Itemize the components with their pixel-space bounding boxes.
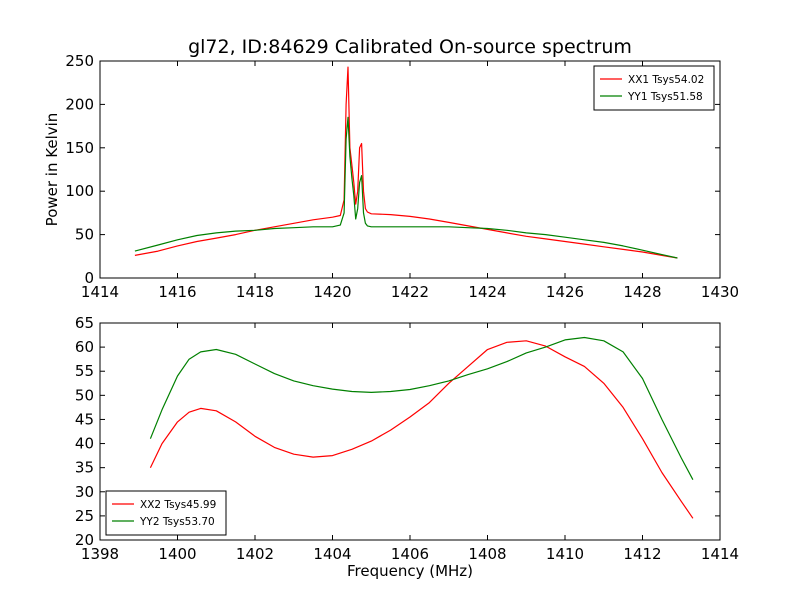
- y-tick-label: 30: [75, 483, 94, 501]
- x-tick-label: 1412: [623, 545, 661, 563]
- x-tick-label: 1420: [313, 283, 351, 301]
- legend-box: [105, 490, 227, 536]
- y-tick-label: 35: [75, 459, 94, 477]
- legend-label-1: XX2 Tsys45.99: [140, 499, 216, 511]
- y-tick-label: 65: [75, 314, 94, 332]
- x-tick-label: 1400: [158, 545, 196, 563]
- x-tick-label: 1416: [158, 283, 196, 301]
- x-tick-label: 1402: [236, 545, 274, 563]
- y-tick-label: 100: [65, 182, 94, 200]
- y-tick-label: 200: [65, 95, 94, 113]
- x-tick-label: 1430: [701, 283, 739, 301]
- series-line-2: [134, 116, 678, 259]
- y-axis-label: Power in Kelvin: [43, 113, 61, 227]
- y-tick-label: 20: [75, 531, 94, 549]
- legend-label-2: YY2 Tsys53.70: [139, 516, 215, 528]
- x-tick-label: 1404: [313, 545, 351, 563]
- y-tick-label: 250: [65, 52, 94, 70]
- x-tick-label: 1422: [391, 283, 429, 301]
- legend-label-2: YY1 Tsys51.58: [627, 91, 703, 103]
- subplot-1: 1414 1416 1418 1420 1422 1424 1426 1428 1430 0 50 1…: [43, 52, 739, 301]
- x-tick-label: 1424: [468, 283, 506, 301]
- x-axis-label: Frequency (MHz): [347, 562, 473, 580]
- y-tick-label: 150: [65, 139, 94, 157]
- legend: XX2 Tsys45.99 YY2 Tsys53.70: [105, 490, 227, 536]
- y-tick-label: 45: [75, 410, 94, 428]
- y-tick-label: 55: [75, 362, 94, 380]
- y-tick-label: 50: [75, 226, 94, 244]
- x-tick-label: 1414: [81, 283, 119, 301]
- figure-title: gl72, ID:84629 Calibrated On-source spec…: [188, 36, 632, 58]
- y-tick-label: 60: [75, 338, 94, 356]
- x-tick-label: 1406: [391, 545, 429, 563]
- series-line-1: [149, 340, 694, 519]
- y-tick-label: 40: [75, 435, 94, 453]
- legend: XX1 Tsys54.02 YY1 Tsys51.58: [593, 65, 715, 111]
- y-tick-label: 25: [75, 507, 94, 525]
- legend-label-1: XX1 Tsys54.02: [628, 74, 704, 86]
- x-tick-label: 1414: [701, 545, 739, 563]
- x-tick-label: 1410: [546, 545, 584, 563]
- y-tick-label: 0: [84, 269, 94, 287]
- series-line-2: [149, 336, 694, 480]
- y-tick-label: 50: [75, 386, 94, 404]
- x-tick-label: 1408: [468, 545, 506, 563]
- legend-box: [593, 65, 715, 111]
- x-tick-label: 1398: [81, 545, 119, 563]
- x-tick-label: 1426: [546, 283, 584, 301]
- x-tick-label: 1418: [236, 283, 274, 301]
- subplot-2: 1398 1400 1402 1404 1406 1408 1410 1412 1414 20 25…: [75, 314, 739, 580]
- series-line-1: [134, 66, 678, 259]
- x-tick-label: 1428: [623, 283, 661, 301]
